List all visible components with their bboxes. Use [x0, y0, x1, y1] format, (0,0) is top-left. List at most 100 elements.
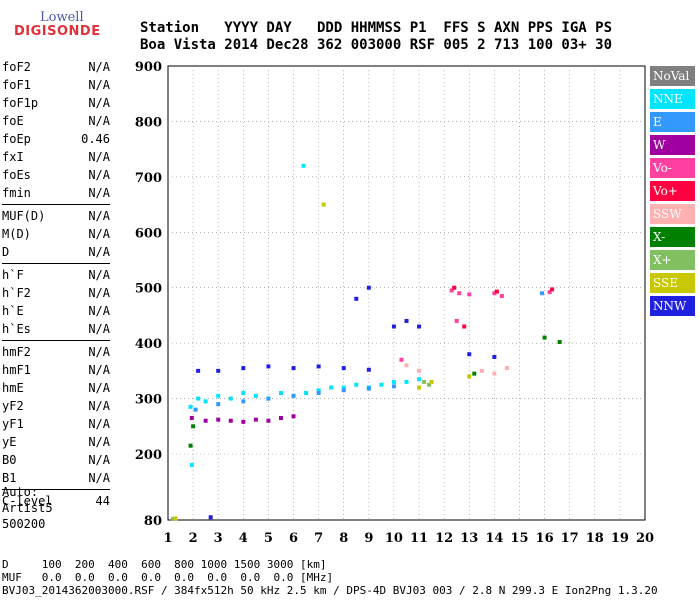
- legend-item: NoVal: [650, 66, 695, 86]
- header-line2: Boa Vista 2014 Dec28 362 003000 RSF 005 …: [140, 37, 613, 53]
- data-point: [366, 367, 371, 372]
- y-tick-label: 80: [144, 514, 162, 529]
- data-point: [492, 291, 497, 296]
- data-point: [216, 368, 221, 373]
- digisonde-logo: Lowell DIGISONDE: [4, 4, 100, 44]
- logo-line1: Lowell: [40, 10, 84, 25]
- param-row: hmF2 N/A: [2, 343, 110, 361]
- data-point: [427, 382, 432, 387]
- param-row: yF2 N/A: [2, 397, 110, 415]
- param-row: yF1 N/A: [2, 415, 110, 433]
- data-point: [321, 202, 326, 207]
- data-point: [216, 393, 221, 398]
- data-point: [399, 357, 404, 362]
- param-row: B1 N/A: [2, 469, 110, 487]
- legend: NoVal NNE E W Vo- Vo+ SSW X- X+ SSE NNW: [650, 66, 695, 319]
- x-tick-label: 18: [586, 531, 604, 546]
- footer-line2: MUF 0.0 0.0 0.0 0.0 0.0 0.0 0.0 0.0 [MHz…: [2, 571, 334, 584]
- param-row: foEs N/A: [2, 166, 110, 184]
- y-tick-label: 300: [135, 393, 162, 408]
- param-row: C-level 44: [2, 492, 110, 510]
- param-value: N/A: [88, 168, 110, 182]
- data-point: [499, 294, 504, 299]
- data-point: [417, 377, 422, 382]
- data-point: [291, 366, 296, 371]
- y-tick-label: 400: [135, 337, 162, 352]
- param-row: D N/A: [2, 243, 110, 261]
- data-point: [467, 352, 472, 357]
- data-point: [492, 371, 497, 376]
- legend-item: SSW: [650, 204, 695, 224]
- param-row: fxI N/A: [2, 148, 110, 166]
- data-point: [278, 391, 283, 396]
- param-name: B0: [2, 453, 17, 467]
- data-point: [457, 291, 462, 296]
- x-tick-label: 7: [314, 531, 323, 546]
- footer-info: D 100 200 400 600 800 1000 1500 3000 [km…: [2, 558, 658, 597]
- param-value: N/A: [88, 417, 110, 431]
- param-row: foEp 0.46: [2, 130, 110, 148]
- param-value: N/A: [88, 471, 110, 485]
- data-point: [304, 391, 309, 396]
- data-point: [462, 324, 467, 329]
- param-separator: [2, 263, 110, 264]
- param-separator: [2, 340, 110, 341]
- param-value: N/A: [88, 227, 110, 241]
- data-point: [467, 374, 472, 379]
- param-name: h`F: [2, 268, 24, 282]
- data-point: [241, 391, 246, 396]
- y-tick-label: 200: [135, 448, 162, 463]
- param-value: N/A: [88, 304, 110, 318]
- data-point: [266, 418, 271, 423]
- data-point: [241, 399, 246, 404]
- param-value: N/A: [88, 322, 110, 336]
- autoscaling-info: Auto: Artist5 500200: [2, 484, 53, 532]
- x-tick-label: 14: [485, 531, 503, 546]
- param-row: yE N/A: [2, 433, 110, 451]
- param-row: fmin N/A: [2, 184, 110, 202]
- param-name: hmF1: [2, 363, 31, 377]
- param-separator: [2, 204, 110, 205]
- param-value: N/A: [88, 286, 110, 300]
- data-point: [189, 415, 194, 420]
- param-name: MUF(D): [2, 209, 46, 223]
- data-point: [472, 371, 477, 376]
- param-value: N/A: [88, 363, 110, 377]
- data-point: [354, 296, 359, 301]
- data-point: [253, 393, 258, 398]
- y-tick-label: 500: [135, 282, 162, 297]
- data-point: [253, 417, 258, 422]
- data-point: [341, 366, 346, 371]
- x-tick-label: 10: [385, 531, 403, 546]
- param-row: hmE N/A: [2, 379, 110, 397]
- data-point: [479, 368, 484, 373]
- data-point: [449, 288, 454, 293]
- param-name: foEp: [2, 132, 31, 146]
- param-row: foF1p N/A: [2, 94, 110, 112]
- legend-item: NNE: [650, 89, 695, 109]
- data-point: [366, 386, 371, 391]
- x-tick-label: 6: [289, 531, 298, 546]
- data-point: [542, 335, 547, 340]
- param-name: M(D): [2, 227, 31, 241]
- footer-line3: BVJ03_2014362003000.RSF / 384fx512h 50 k…: [2, 584, 658, 597]
- data-point: [547, 290, 552, 295]
- data-point: [366, 285, 371, 290]
- param-value: 0.46: [81, 132, 110, 146]
- station-header: Station YYYY DAY DDD HHMMSS P1 FFS S AXN…: [140, 20, 612, 54]
- data-point: [391, 379, 396, 384]
- param-name: C-level: [2, 494, 53, 508]
- param-row: h`F2 N/A: [2, 284, 110, 302]
- data-point: [354, 382, 359, 387]
- data-point: [193, 407, 198, 412]
- param-value: N/A: [88, 150, 110, 164]
- data-point: [188, 443, 193, 448]
- param-name: h`E: [2, 304, 24, 318]
- data-point: [492, 355, 497, 359]
- param-name: yF2: [2, 399, 24, 413]
- param-value: N/A: [88, 435, 110, 449]
- param-row: h`Es N/A: [2, 320, 110, 338]
- param-name: foF1: [2, 78, 31, 92]
- x-tick-label: 1: [163, 531, 172, 546]
- param-row: MUF(D) N/A: [2, 207, 110, 225]
